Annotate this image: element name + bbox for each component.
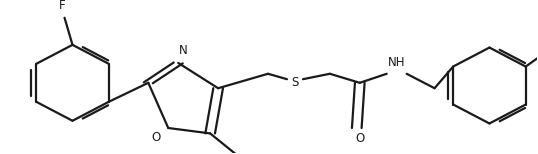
- Text: S: S: [291, 76, 299, 89]
- Text: NH: NH: [388, 56, 406, 69]
- Text: O: O: [355, 132, 364, 145]
- Text: O: O: [152, 131, 161, 144]
- Text: N: N: [179, 44, 188, 57]
- Text: F: F: [59, 0, 66, 12]
